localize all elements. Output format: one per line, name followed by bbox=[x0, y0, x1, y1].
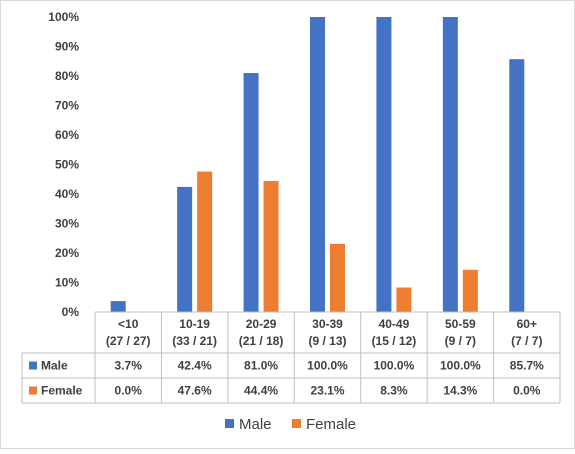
bar-female-5 bbox=[462, 269, 478, 312]
y-tick-label: 40% bbox=[55, 187, 79, 201]
x-tick-label: 50-59 bbox=[445, 317, 476, 331]
y-tick-label: 20% bbox=[55, 246, 79, 260]
bar-male-0 bbox=[110, 301, 126, 312]
table-row-label: Female bbox=[41, 384, 83, 398]
data-label: 0.0% bbox=[513, 384, 541, 398]
bars bbox=[110, 17, 525, 313]
table-legend-key-male bbox=[29, 361, 37, 370]
y-tick-label: 10% bbox=[55, 276, 79, 290]
y-tick-label: 30% bbox=[55, 217, 79, 231]
legend: Male Female bbox=[225, 416, 356, 433]
table-row-label: Male bbox=[41, 359, 68, 373]
bar-male-5 bbox=[442, 17, 458, 312]
x-tick-label: 40-49 bbox=[379, 317, 410, 331]
data-label: 44.4% bbox=[244, 384, 278, 398]
x-tick-sublabel: (15 / 12) bbox=[372, 334, 417, 348]
data-label: 0.0% bbox=[115, 384, 143, 398]
bar-male-3 bbox=[310, 17, 325, 312]
data-label: 42.4% bbox=[178, 359, 212, 373]
data-label: 3.7% bbox=[115, 359, 143, 373]
y-tick-label: 100% bbox=[48, 10, 79, 24]
legend-key-female bbox=[292, 419, 301, 428]
data-label: 100.0% bbox=[374, 359, 415, 373]
y-tick-label: 60% bbox=[55, 128, 79, 142]
data-label: 100.0% bbox=[307, 359, 348, 373]
x-tick-sublabel: (33 / 21) bbox=[172, 334, 217, 348]
bar-male-4 bbox=[376, 17, 392, 312]
bar-female-4 bbox=[396, 287, 412, 312]
bar-female-1 bbox=[197, 171, 213, 312]
legend-key-male bbox=[225, 419, 234, 428]
data-table: <10 (27 / 27) 10-19 (33 / 21) 20-29 (21 / 18)… bbox=[21, 311, 561, 404]
table-legend-key-female bbox=[29, 386, 37, 395]
legend-label: Female bbox=[306, 416, 356, 433]
y-axis: 0% 10% 20% 30% 40% 50% 60% 70% 80% 90% 100% bbox=[48, 10, 79, 319]
legend-label: Male bbox=[239, 416, 272, 433]
x-tick-label: 60+ bbox=[517, 317, 537, 331]
x-tick-label: <10 bbox=[118, 317, 139, 331]
data-label: 23.1% bbox=[310, 384, 344, 398]
data-label: 14.3% bbox=[443, 384, 477, 398]
y-tick-label: 90% bbox=[55, 40, 79, 54]
data-label: 100.0% bbox=[440, 359, 481, 373]
data-label: 81.0% bbox=[244, 359, 278, 373]
y-tick-label: 70% bbox=[55, 99, 79, 113]
x-tick-label: 30-39 bbox=[312, 317, 343, 331]
bar-female-3 bbox=[330, 243, 345, 312]
x-tick-sublabel: (9 / 7) bbox=[445, 334, 476, 348]
y-tick-label: 50% bbox=[55, 158, 79, 172]
bar-male-6 bbox=[509, 59, 525, 313]
x-tick-sublabel: (27 / 27) bbox=[106, 334, 151, 348]
x-tick-sublabel: (21 / 18) bbox=[239, 334, 284, 348]
data-label: 85.7% bbox=[510, 359, 544, 373]
x-tick-sublabel: (9 / 13) bbox=[308, 334, 346, 348]
bar-male-1 bbox=[177, 186, 193, 312]
x-tick-label: 20-29 bbox=[246, 317, 277, 331]
bar-female-2 bbox=[263, 181, 279, 312]
x-tick-sublabel: (7 / 7) bbox=[511, 334, 542, 348]
x-tick-label: 10-19 bbox=[179, 317, 210, 331]
data-label: 47.6% bbox=[178, 384, 212, 398]
data-label: 8.3% bbox=[380, 384, 408, 398]
y-tick-label: 80% bbox=[55, 69, 79, 83]
y-tick-label: 0% bbox=[62, 305, 80, 319]
bar-male-2 bbox=[243, 73, 259, 312]
